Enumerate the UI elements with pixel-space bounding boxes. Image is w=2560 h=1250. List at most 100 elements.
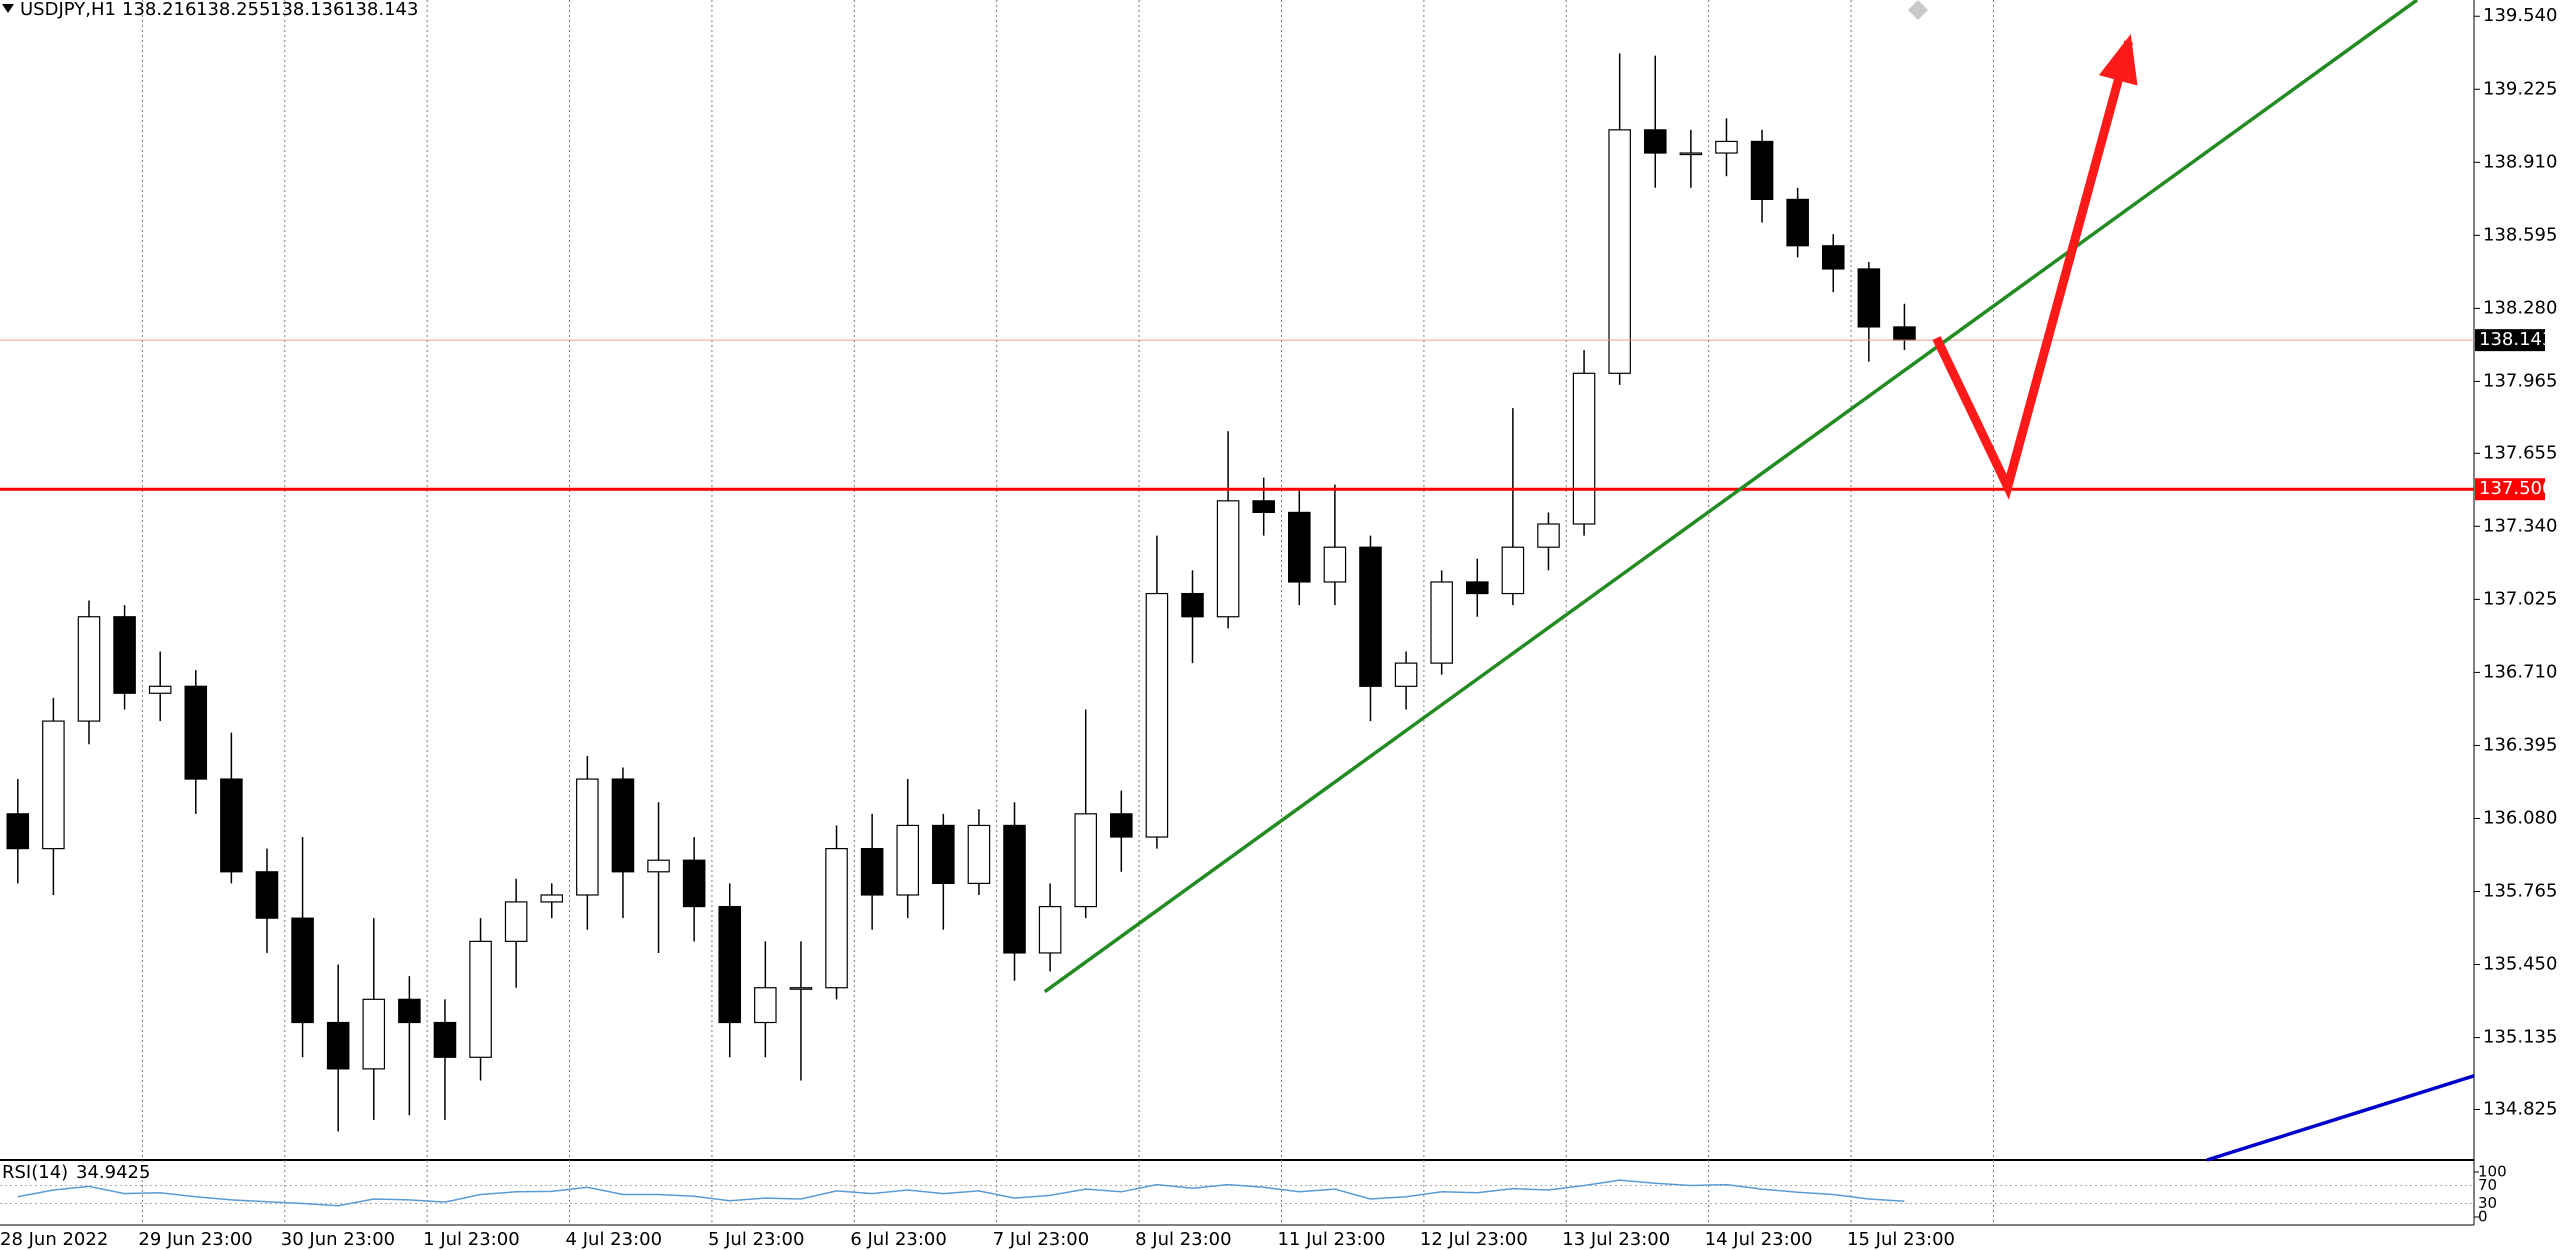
x-tick-label: 1 Jul 23:00 — [423, 1229, 520, 1250]
price-label-box — [2475, 329, 2545, 352]
trend-line — [2206, 1074, 2475, 1162]
x-tick-label: 6 Jul 23:00 — [850, 1229, 947, 1250]
candle-body — [1145, 592, 1169, 838]
indicator-title: RSI(14) — [2, 1162, 68, 1183]
indicator-value: 34.9425 — [76, 1162, 150, 1183]
candle-body — [789, 987, 813, 990]
y-tick-label: 136.080 — [2483, 807, 2557, 828]
candle-body — [1643, 129, 1667, 154]
candle-body — [1216, 500, 1240, 618]
level-label-box — [2475, 478, 2545, 501]
candle-body — [1003, 824, 1026, 954]
y-tick-label: 138.910 — [2483, 151, 2557, 172]
candle-body — [1715, 140, 1738, 154]
arrow-head — [2098, 34, 2138, 86]
rsi-tick-label: 100 — [2478, 1163, 2507, 1181]
y-tick-label: 136.710 — [2483, 661, 2557, 682]
candle-body — [326, 1021, 350, 1070]
x-tick-label: 12 Jul 23:00 — [1420, 1229, 1528, 1250]
y-tick-label: 135.765 — [2483, 881, 2557, 902]
level-label: 137.500 — [2479, 478, 2553, 499]
candle-body — [362, 998, 386, 1070]
candle-body — [1750, 140, 1774, 201]
y-tick-label: 137.655 — [2483, 442, 2557, 463]
y-tick-label: 135.135 — [2483, 1027, 2557, 1048]
x-tick-label: 14 Jul 23:00 — [1705, 1229, 1813, 1250]
candle-body — [6, 813, 30, 850]
arrow-path — [1932, 40, 2134, 500]
y-tick-label: 134.825 — [2483, 1098, 2557, 1119]
candle-body — [148, 685, 172, 694]
candle-body — [967, 824, 991, 884]
quote-low: 138.136 — [270, 0, 344, 20]
candle-body — [1821, 245, 1845, 270]
candle-body — [932, 824, 955, 884]
rsi-tick-label: 0 — [2478, 1208, 2488, 1226]
candle-body — [504, 901, 528, 942]
trend-line — [1043, 0, 2419, 994]
candle-body — [220, 778, 243, 873]
x-tick-label: 5 Jul 23:00 — [708, 1229, 805, 1250]
candle-body — [540, 894, 564, 903]
x-tick-label: 7 Jul 23:00 — [993, 1229, 1090, 1250]
y-tick-label: 137.025 — [2483, 588, 2557, 609]
overlay — [0, 0, 2475, 1207]
candle-body — [1430, 581, 1453, 664]
quote-high: 138.255 — [196, 0, 270, 20]
y-tick-label: 135.450 — [2483, 954, 2557, 975]
y-tick-label: 136.395 — [2483, 734, 2557, 755]
price-label: 138.143 — [2479, 329, 2553, 350]
candle-body — [1572, 372, 1596, 525]
candle-body — [1394, 662, 1418, 687]
candle-body — [1181, 592, 1204, 618]
x-tick-label: 30 Jun 23:00 — [281, 1229, 395, 1250]
candle-body — [647, 859, 670, 873]
candle-body — [255, 871, 279, 919]
candle-body — [1110, 813, 1133, 838]
y-tick-label: 138.595 — [2483, 224, 2557, 245]
rsi-tick-label: 70 — [2478, 1176, 2497, 1194]
candle-body — [611, 778, 635, 873]
candle-body — [291, 917, 314, 1024]
candle-body — [682, 859, 706, 908]
candle-body — [1252, 500, 1275, 514]
candle-body — [576, 778, 599, 896]
quote-close: 138.143 — [344, 0, 418, 20]
candle-body — [1857, 268, 1881, 328]
y-tick-label: 139.225 — [2483, 78, 2557, 99]
x-tick-label: 29 Jun 23:00 — [138, 1229, 252, 1250]
symbol-title: USDJPY,H1 — [20, 0, 116, 20]
candle-body — [1038, 905, 1062, 954]
y-tick-label: 139.540 — [2483, 5, 2557, 26]
rsi-line — [17, 1179, 1905, 1207]
candle-body — [1359, 546, 1382, 687]
candle-body — [398, 998, 421, 1024]
grid — [0, 0, 2480, 1226]
candle-body — [1466, 581, 1489, 595]
x-tick-label: 4 Jul 23:00 — [566, 1229, 663, 1250]
y-tick-label: 137.965 — [2483, 370, 2557, 391]
menu-triangle — [2, 4, 14, 13]
y-tick-label: 137.340 — [2483, 515, 2557, 536]
candle-body — [1537, 523, 1560, 548]
candle-body — [1893, 326, 1916, 341]
plot — [6, 53, 1916, 1132]
candle-body — [825, 848, 848, 989]
candle-body — [896, 824, 920, 896]
candle-body — [1288, 511, 1311, 583]
candle-body — [1323, 546, 1347, 583]
candle-body — [113, 616, 136, 694]
marker-icon — [1908, 0, 1928, 20]
x-tick-label: 8 Jul 23:00 — [1135, 1229, 1232, 1250]
candle-body — [469, 940, 492, 1058]
candle-body — [754, 987, 777, 1024]
y-tick-label: 138.280 — [2483, 297, 2557, 318]
x-tick-label: 11 Jul 23:00 — [1277, 1229, 1385, 1250]
x-tick-label: 28 Jun 2022 — [0, 1229, 108, 1250]
candle-body — [433, 1021, 457, 1058]
candle-body — [42, 720, 65, 850]
x-tick-label: 15 Jul 23:00 — [1847, 1229, 1955, 1250]
candle-body — [860, 848, 884, 896]
